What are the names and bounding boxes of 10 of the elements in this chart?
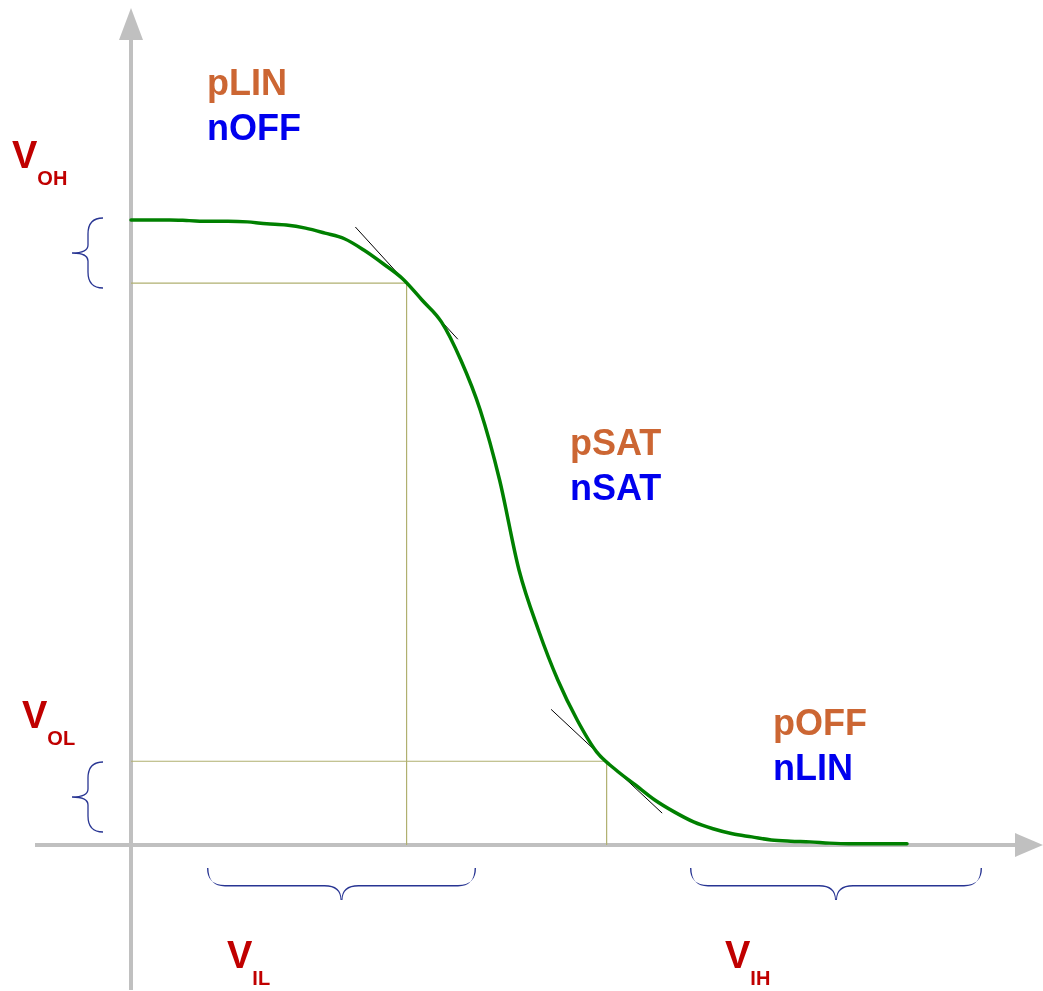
text: V$_{OH}$ xyxy=(12,134,68,189)
text: V$_{IH}$ xyxy=(725,934,771,989)
annotation: nSAT xyxy=(570,467,662,508)
text: nOFF xyxy=(207,107,301,148)
annotation: nLIN xyxy=(773,747,853,788)
text: V$_{IL}$ xyxy=(227,934,271,989)
annotation: pOFF xyxy=(773,702,867,743)
annotation: pSAT xyxy=(570,422,662,463)
text: pLIN xyxy=(207,62,287,103)
text: V$_{OL}$ xyxy=(22,694,76,749)
